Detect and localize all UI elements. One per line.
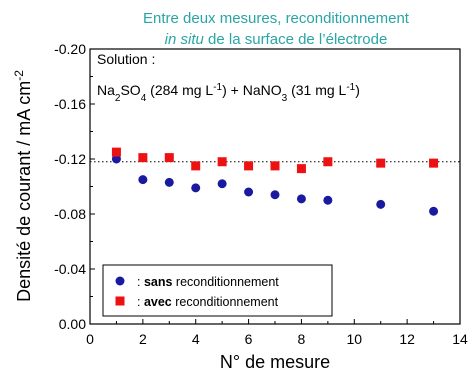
y-tick-label: -0.12	[54, 151, 86, 167]
data-point-sans	[429, 206, 439, 216]
x-tick-label: 12	[399, 331, 415, 347]
data-point-avec	[296, 164, 306, 174]
legend-prefix-sans: :	[137, 275, 144, 289]
data-point-avec	[323, 157, 333, 167]
annotation-solution-label: Solution :	[97, 51, 155, 67]
data-point-sans	[376, 199, 386, 209]
y-axis-title-sup: -2	[12, 70, 26, 81]
x-tick-label: 14	[452, 331, 468, 347]
x-tick-label: 6	[245, 331, 253, 347]
data-point-avec	[111, 147, 121, 157]
data-point-avec	[270, 161, 280, 171]
y-axis-title: Densité de courant / mA cm-2	[12, 70, 34, 302]
formula-part: (31 mg L	[287, 82, 346, 98]
formula-part: 3	[282, 93, 288, 104]
data-point-avec	[164, 153, 174, 163]
formula-part: -1	[213, 82, 222, 93]
legend-rest-sans: reconditionnement	[172, 275, 279, 289]
annotation-formula: Na2SO4 (284 mg L-1) + NaNO3 (31 mg L-1)	[97, 82, 360, 104]
data-point-avec	[244, 161, 254, 171]
legend-box	[102, 264, 333, 317]
x-tick-label: 4	[192, 331, 200, 347]
data-point-sans	[217, 179, 227, 189]
data-point-sans	[164, 177, 174, 187]
y-tick-label: -0.08	[54, 206, 86, 222]
data-point-avec	[138, 153, 148, 163]
x-axis-title: N° de mesure	[220, 352, 330, 372]
data-point-sans	[296, 194, 306, 204]
legend-marker-sans	[115, 276, 125, 286]
chart-title-rest: de la surface de l’électrode	[204, 31, 387, 48]
legend-bold-avec: avec	[144, 295, 172, 309]
formula-part: )	[355, 82, 360, 98]
data-point-sans	[270, 190, 280, 200]
formula-part: 4	[141, 93, 147, 104]
legend-label-sans: : sans reconditionnement	[137, 275, 279, 289]
y-tick-label: -0.04	[54, 261, 86, 277]
x-tick-label: 2	[139, 331, 147, 347]
chart-title-italic: in situ	[165, 31, 205, 48]
x-tick-label: 10	[346, 331, 362, 347]
y-axis-title-main: Densité de courant / mA cm	[14, 81, 34, 302]
data-point-sans	[244, 187, 254, 197]
x-tick-label: 8	[298, 331, 306, 347]
data-point-sans	[191, 183, 201, 193]
legend-prefix-avec: :	[137, 295, 144, 309]
x-tick-label: 0	[86, 331, 94, 347]
chart-title-line1: Entre deux mesures, reconditionnement	[143, 10, 410, 27]
formula-part: ) + NaNO	[222, 82, 282, 98]
formula-part: SO	[120, 82, 140, 98]
data-point-avec	[429, 158, 439, 168]
data-point-avec	[191, 161, 201, 171]
y-tick-label: 0.00	[59, 316, 86, 332]
data-point-avec	[217, 157, 227, 167]
legend-bold-sans: sans	[144, 275, 173, 289]
formula-part: 2	[115, 93, 121, 104]
y-tick-label: -0.16	[54, 96, 86, 112]
legend-label-avec: : avec reconditionnement	[137, 295, 279, 309]
data-point-avec	[376, 158, 386, 168]
formula-part: Na	[97, 82, 115, 98]
formula-part: (284 mg L	[146, 82, 213, 98]
legend-marker-avec	[115, 296, 125, 306]
chart-title-line2: in situ de la surface de l’électrode	[165, 31, 388, 48]
y-tick-label: -0.20	[54, 41, 86, 57]
formula-part: -1	[346, 82, 355, 93]
data-point-sans	[138, 175, 148, 185]
data-point-sans	[323, 195, 333, 205]
data-point-sans	[111, 154, 121, 164]
legend-rest-avec: reconditionnement	[172, 295, 279, 309]
